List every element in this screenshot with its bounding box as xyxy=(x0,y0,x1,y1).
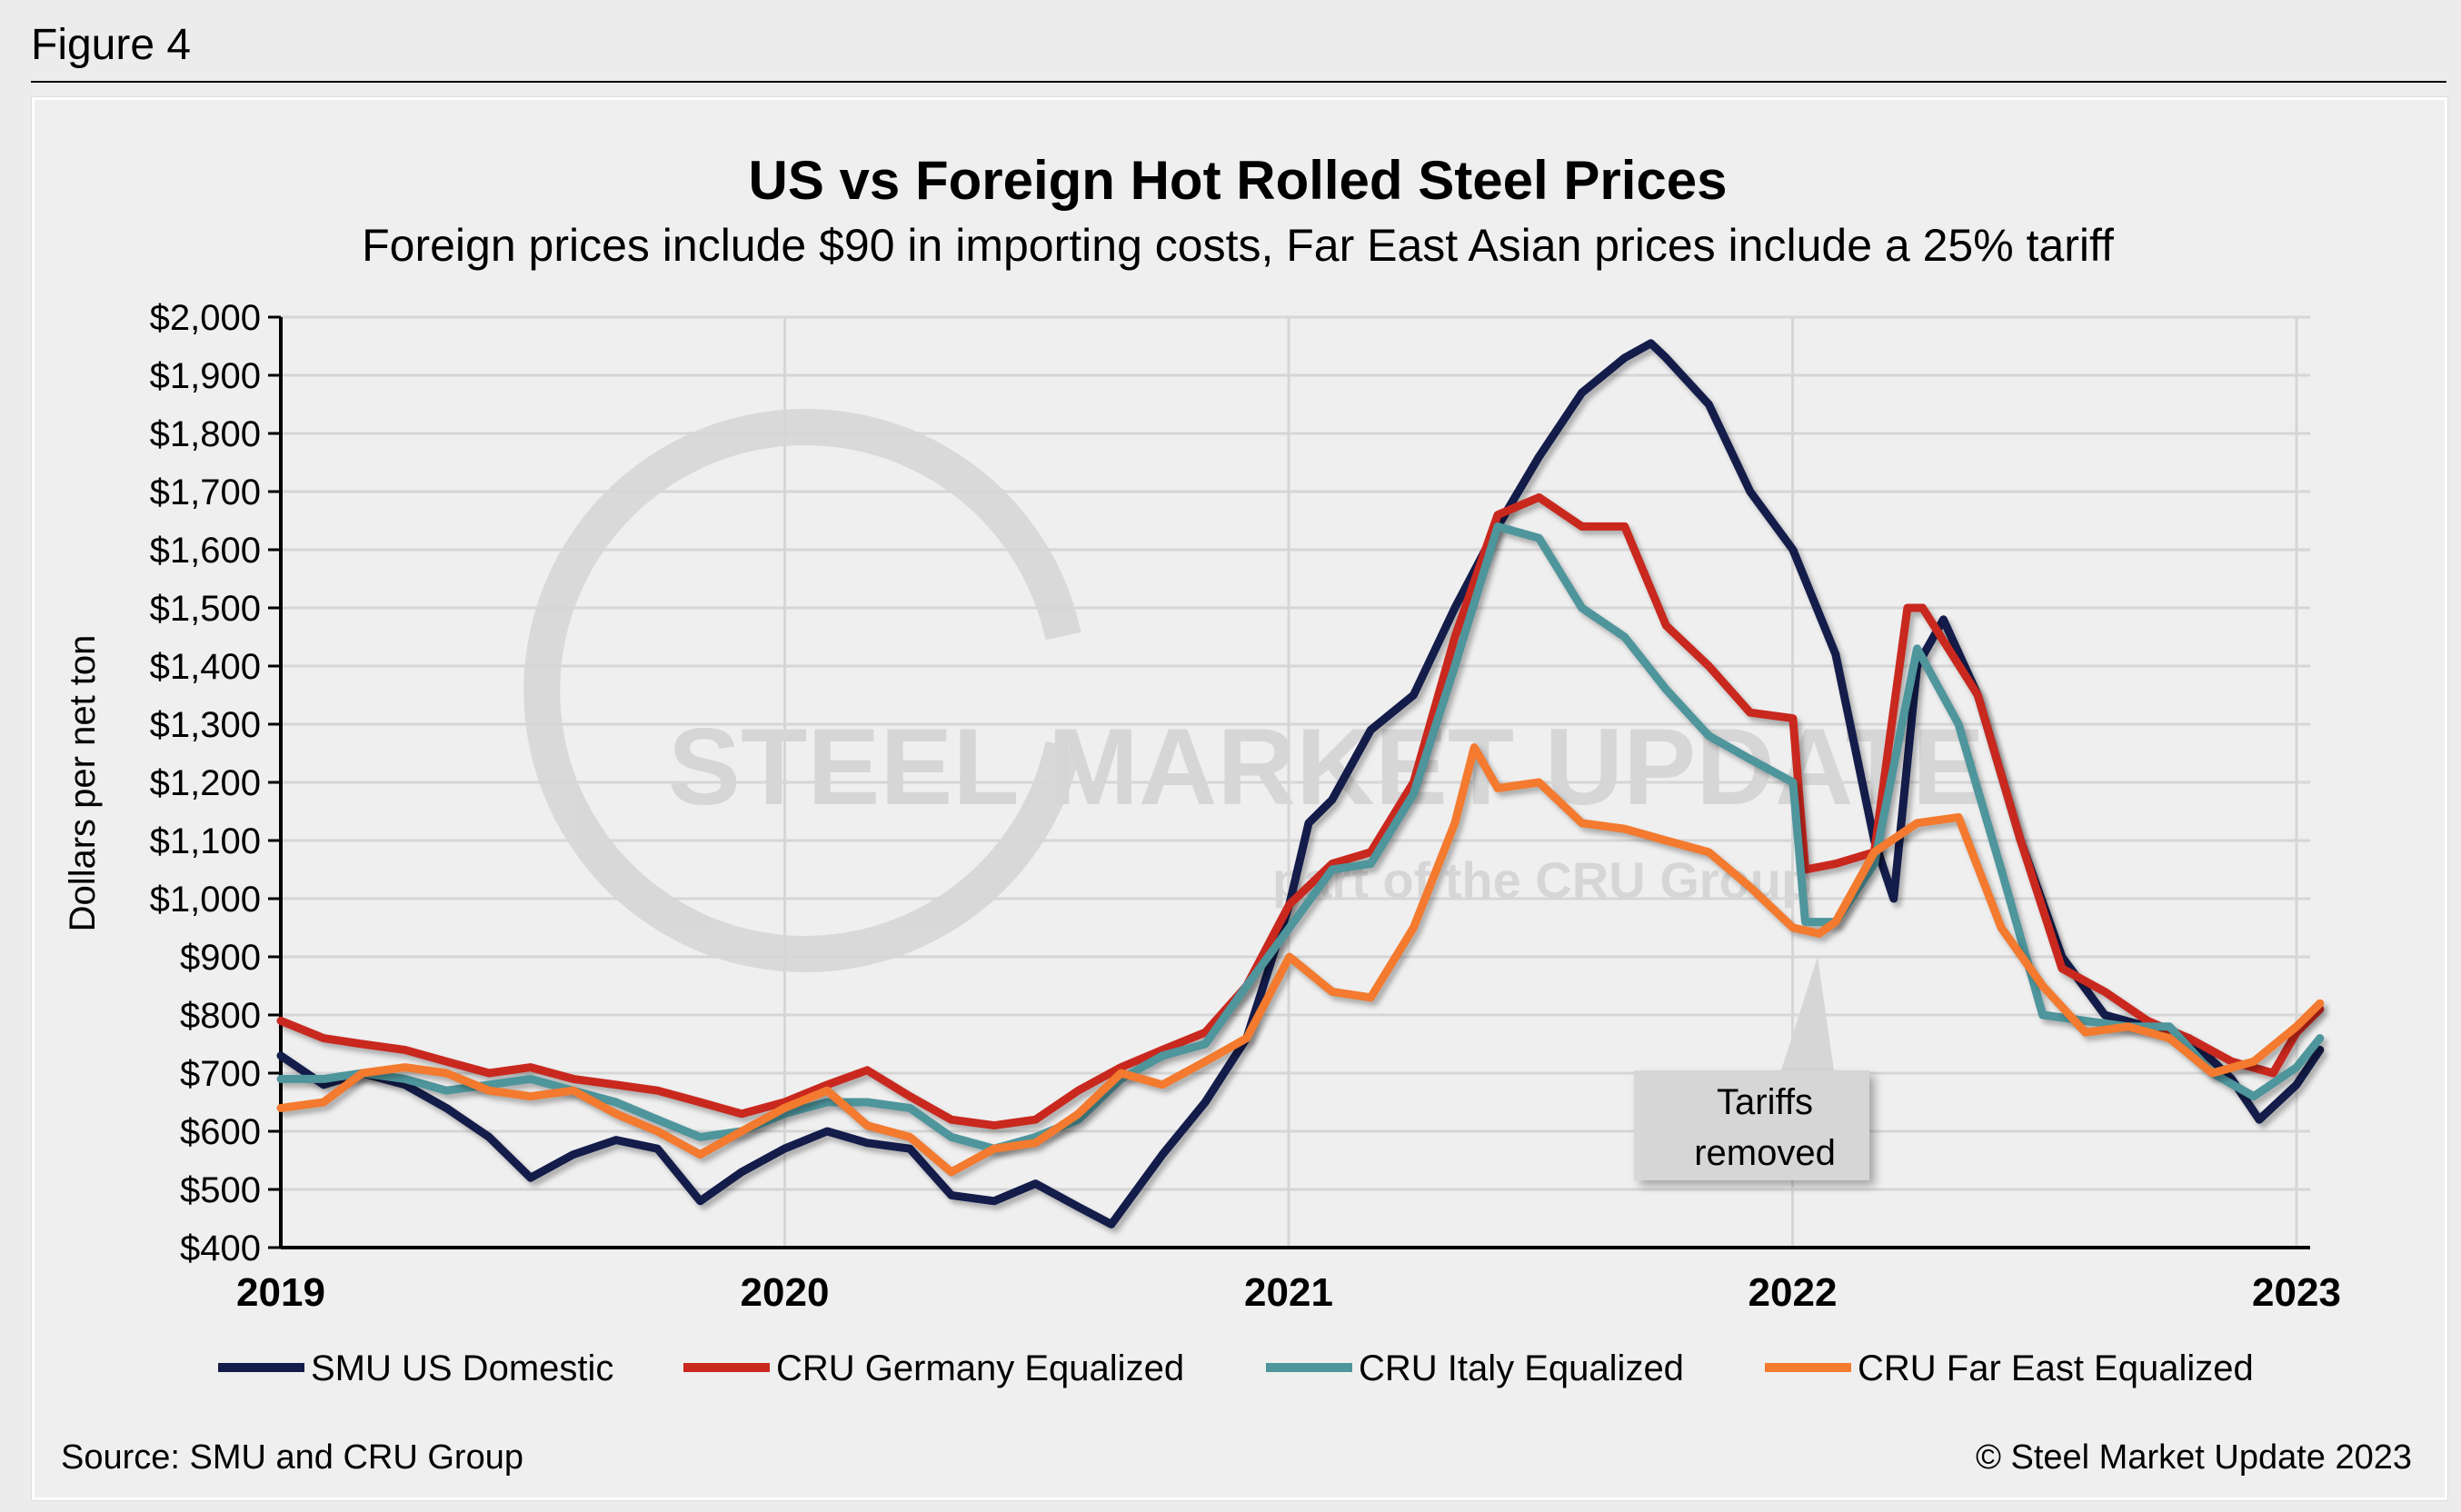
figure-label: Figure 4 xyxy=(31,21,192,69)
y-tick-label: $1,900 xyxy=(150,356,261,396)
x-tick-label: 2021 xyxy=(1244,1270,1333,1315)
y-tick-label: $1,300 xyxy=(150,705,261,745)
series-line-cru-germany-equalized xyxy=(276,492,2325,1130)
y-tick-label: $1,600 xyxy=(150,531,261,571)
legend-label: CRU Germany Equalized xyxy=(776,1348,1184,1388)
chart-subtitle: Foreign prices include $90 in importing … xyxy=(362,220,2114,271)
y-tick-label: $1,000 xyxy=(150,880,261,920)
x-tick-label: 2023 xyxy=(2252,1270,2341,1315)
series-line-cru-italy-equalized xyxy=(276,522,2325,1153)
x-tick-label: 2020 xyxy=(741,1270,830,1315)
callout-text-1: Tariffs xyxy=(1717,1082,1813,1122)
y-axis-label: Dollars per net ton xyxy=(63,635,103,932)
y-tick-label: $1,200 xyxy=(150,763,261,803)
watermark-arc xyxy=(523,409,1081,972)
callout-text-2: removed xyxy=(1694,1133,1836,1173)
grid xyxy=(281,315,2310,1248)
y-axis: $400 $500 $600 $700 $800 $900 $1,000 $1,100 $1,2… xyxy=(150,298,283,1268)
chart-title: US vs Foreign Hot Rolled Steel Prices xyxy=(749,150,1728,211)
y-tick-label: $500 xyxy=(180,1170,261,1210)
y-tick-label: $900 xyxy=(180,938,261,978)
series-line-cru-far-east-equalized xyxy=(276,743,2325,1177)
x-tick-label: 2022 xyxy=(1749,1270,1838,1315)
callout-box xyxy=(1634,1070,1869,1180)
y-tick-label: $1,400 xyxy=(150,647,261,687)
y-tick-label: $1,100 xyxy=(150,821,261,861)
annotation-callout: Tariffs removed xyxy=(1634,957,1869,1180)
legend-label: CRU Italy Equalized xyxy=(1359,1348,1684,1388)
legend-label: SMU US Domestic xyxy=(311,1348,613,1388)
y-tick-label: $1,700 xyxy=(150,472,261,512)
legend-label: CRU Far East Equalized xyxy=(1858,1348,2254,1388)
y-tick-label: $800 xyxy=(180,996,261,1036)
copyright-note: © Steel Market Update 2023 xyxy=(1976,1438,2412,1477)
y-tick-label: $700 xyxy=(180,1054,261,1094)
y-tick-label: $600 xyxy=(180,1112,261,1152)
watermark-logo: STEEL MARKET UPDATE part of the CRU Grou… xyxy=(523,409,1985,972)
figure-rule xyxy=(31,81,2446,83)
chart-panel xyxy=(32,97,2447,1500)
legend: SMU US Domestic CRU Germany Equalized CRU … xyxy=(218,1348,2254,1388)
y-tick-label: $1,800 xyxy=(150,414,261,454)
callout-pointer xyxy=(1781,957,1834,1070)
x-tick-label: 2019 xyxy=(236,1270,325,1315)
series-lines xyxy=(276,339,2325,1228)
source-note: Source: SMU and CRU Group xyxy=(61,1438,523,1477)
y-tick-label: $1,500 xyxy=(150,589,261,629)
y-tick-label: $2,000 xyxy=(150,298,261,338)
y-tick-label: $400 xyxy=(180,1228,261,1268)
x-axis: 2019 2020 2021 2022 2023 xyxy=(236,1246,2341,1315)
